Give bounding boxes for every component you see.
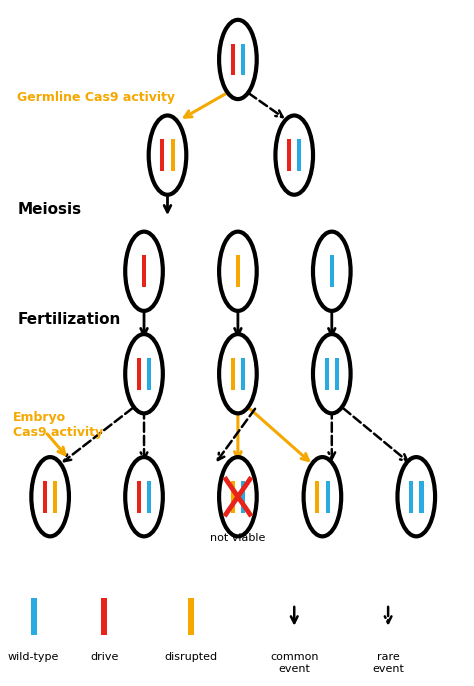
Text: Fertilization: Fertilization xyxy=(17,311,121,327)
Ellipse shape xyxy=(313,334,351,414)
Bar xyxy=(330,255,334,287)
Ellipse shape xyxy=(303,457,341,536)
Bar xyxy=(419,481,424,512)
Bar xyxy=(171,139,175,171)
Text: disrupted: disrupted xyxy=(164,652,218,662)
Ellipse shape xyxy=(149,115,186,195)
Ellipse shape xyxy=(219,457,257,536)
Bar xyxy=(31,598,37,635)
Text: Embryo
Cas9 activity: Embryo Cas9 activity xyxy=(13,411,103,439)
Ellipse shape xyxy=(313,232,351,311)
Bar xyxy=(335,358,339,390)
Ellipse shape xyxy=(219,334,257,414)
Bar xyxy=(147,481,151,512)
Bar xyxy=(326,481,329,512)
Text: drive: drive xyxy=(90,652,118,662)
Bar xyxy=(241,358,245,390)
Ellipse shape xyxy=(31,457,69,536)
Text: wild-type: wild-type xyxy=(8,652,59,662)
Ellipse shape xyxy=(275,115,313,195)
Bar xyxy=(43,481,47,512)
Ellipse shape xyxy=(219,20,257,99)
Bar xyxy=(188,598,194,635)
Text: Meiosis: Meiosis xyxy=(17,202,82,217)
Bar xyxy=(53,481,57,512)
Ellipse shape xyxy=(125,232,163,311)
Bar xyxy=(101,598,107,635)
Bar xyxy=(137,481,141,512)
Bar xyxy=(142,255,146,287)
Bar xyxy=(297,139,301,171)
Bar xyxy=(409,481,413,512)
Text: Germline Cas9 activity: Germline Cas9 activity xyxy=(17,91,175,104)
Ellipse shape xyxy=(219,232,257,311)
Bar xyxy=(241,44,245,75)
Bar xyxy=(287,139,291,171)
Bar xyxy=(231,358,235,390)
Ellipse shape xyxy=(125,457,163,536)
Bar xyxy=(325,358,328,390)
Ellipse shape xyxy=(398,457,435,536)
Bar xyxy=(160,139,164,171)
Bar xyxy=(231,44,235,75)
Bar xyxy=(236,255,240,287)
Text: not viable: not viable xyxy=(210,533,265,543)
Bar xyxy=(147,358,151,390)
Text: rare
event: rare event xyxy=(372,652,404,674)
Text: common
event: common event xyxy=(270,652,319,674)
Ellipse shape xyxy=(125,334,163,414)
Bar xyxy=(137,358,141,390)
Bar xyxy=(231,481,235,512)
Bar xyxy=(241,481,245,512)
Bar xyxy=(315,481,319,512)
